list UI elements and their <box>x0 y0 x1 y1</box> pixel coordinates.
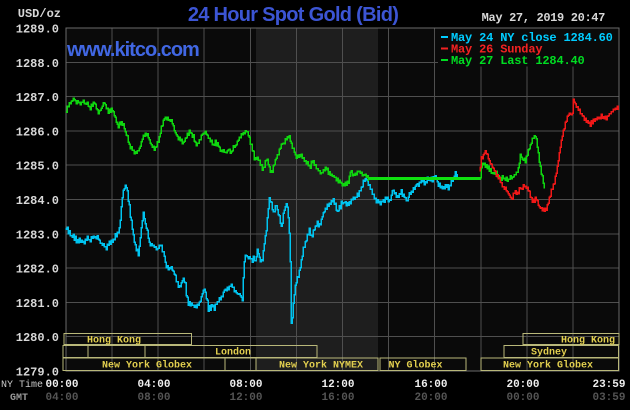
svg-text:20:00: 20:00 <box>414 392 447 404</box>
svg-text:New York Globex: New York Globex <box>102 360 192 372</box>
svg-text:1282.0: 1282.0 <box>16 263 59 277</box>
svg-text:Hong Kong: Hong Kong <box>87 336 141 347</box>
svg-text:1286.0: 1286.0 <box>16 125 59 139</box>
svg-text:03:59: 03:59 <box>592 392 625 404</box>
svg-text:May 24 NY close 1284.60: May 24 NY close 1284.60 <box>451 31 613 45</box>
svg-text:May 27 Last 1284.40: May 27 Last 1284.40 <box>451 54 585 68</box>
svg-text:16:00: 16:00 <box>321 392 354 404</box>
svg-text:08:00: 08:00 <box>229 379 262 391</box>
svg-text:1288.0: 1288.0 <box>16 57 59 71</box>
svg-text:1287.0: 1287.0 <box>16 91 59 105</box>
svg-text:www.kitco.com: www.kitco.com <box>66 39 199 61</box>
svg-text:1281.0: 1281.0 <box>16 297 59 311</box>
svg-text:1279.0: 1279.0 <box>16 366 59 380</box>
svg-text:00:00: 00:00 <box>506 392 539 404</box>
svg-text:1283.0: 1283.0 <box>16 228 59 242</box>
svg-text:1284.0: 1284.0 <box>16 194 59 208</box>
svg-text:London: London <box>215 347 251 359</box>
svg-text:New York Globex: New York Globex <box>503 360 593 372</box>
svg-text:NY Time: NY Time <box>1 379 43 391</box>
svg-text:24 Hour Spot Gold (Bid): 24 Hour Spot Gold (Bid) <box>188 4 398 26</box>
svg-text:May 27, 2019 20:47: May 27, 2019 20:47 <box>482 11 605 25</box>
svg-text:New York NYMEX: New York NYMEX <box>279 360 363 372</box>
svg-text:04:00: 04:00 <box>45 392 78 404</box>
svg-text:23:59: 23:59 <box>592 379 625 391</box>
svg-text:20:00: 20:00 <box>506 379 539 391</box>
svg-text:1289.0: 1289.0 <box>16 23 59 37</box>
svg-text:May 26 Sunday: May 26 Sunday <box>451 43 542 57</box>
svg-text:08:00: 08:00 <box>137 392 170 404</box>
svg-text:USD/oz: USD/oz <box>18 7 61 21</box>
svg-text:1280.0: 1280.0 <box>16 331 59 345</box>
svg-text:16:00: 16:00 <box>414 379 447 391</box>
svg-text:NY Globex: NY Globex <box>388 360 442 372</box>
svg-text:04:00: 04:00 <box>137 379 170 391</box>
svg-text:12:00: 12:00 <box>229 392 262 404</box>
svg-text:12:00: 12:00 <box>321 379 354 391</box>
svg-text:Hong Kong: Hong Kong <box>561 336 615 347</box>
svg-text:00:00: 00:00 <box>45 379 78 391</box>
svg-text:1285.0: 1285.0 <box>16 160 59 174</box>
svg-text:Sydney: Sydney <box>531 347 567 359</box>
svg-text:GMT: GMT <box>10 393 28 404</box>
